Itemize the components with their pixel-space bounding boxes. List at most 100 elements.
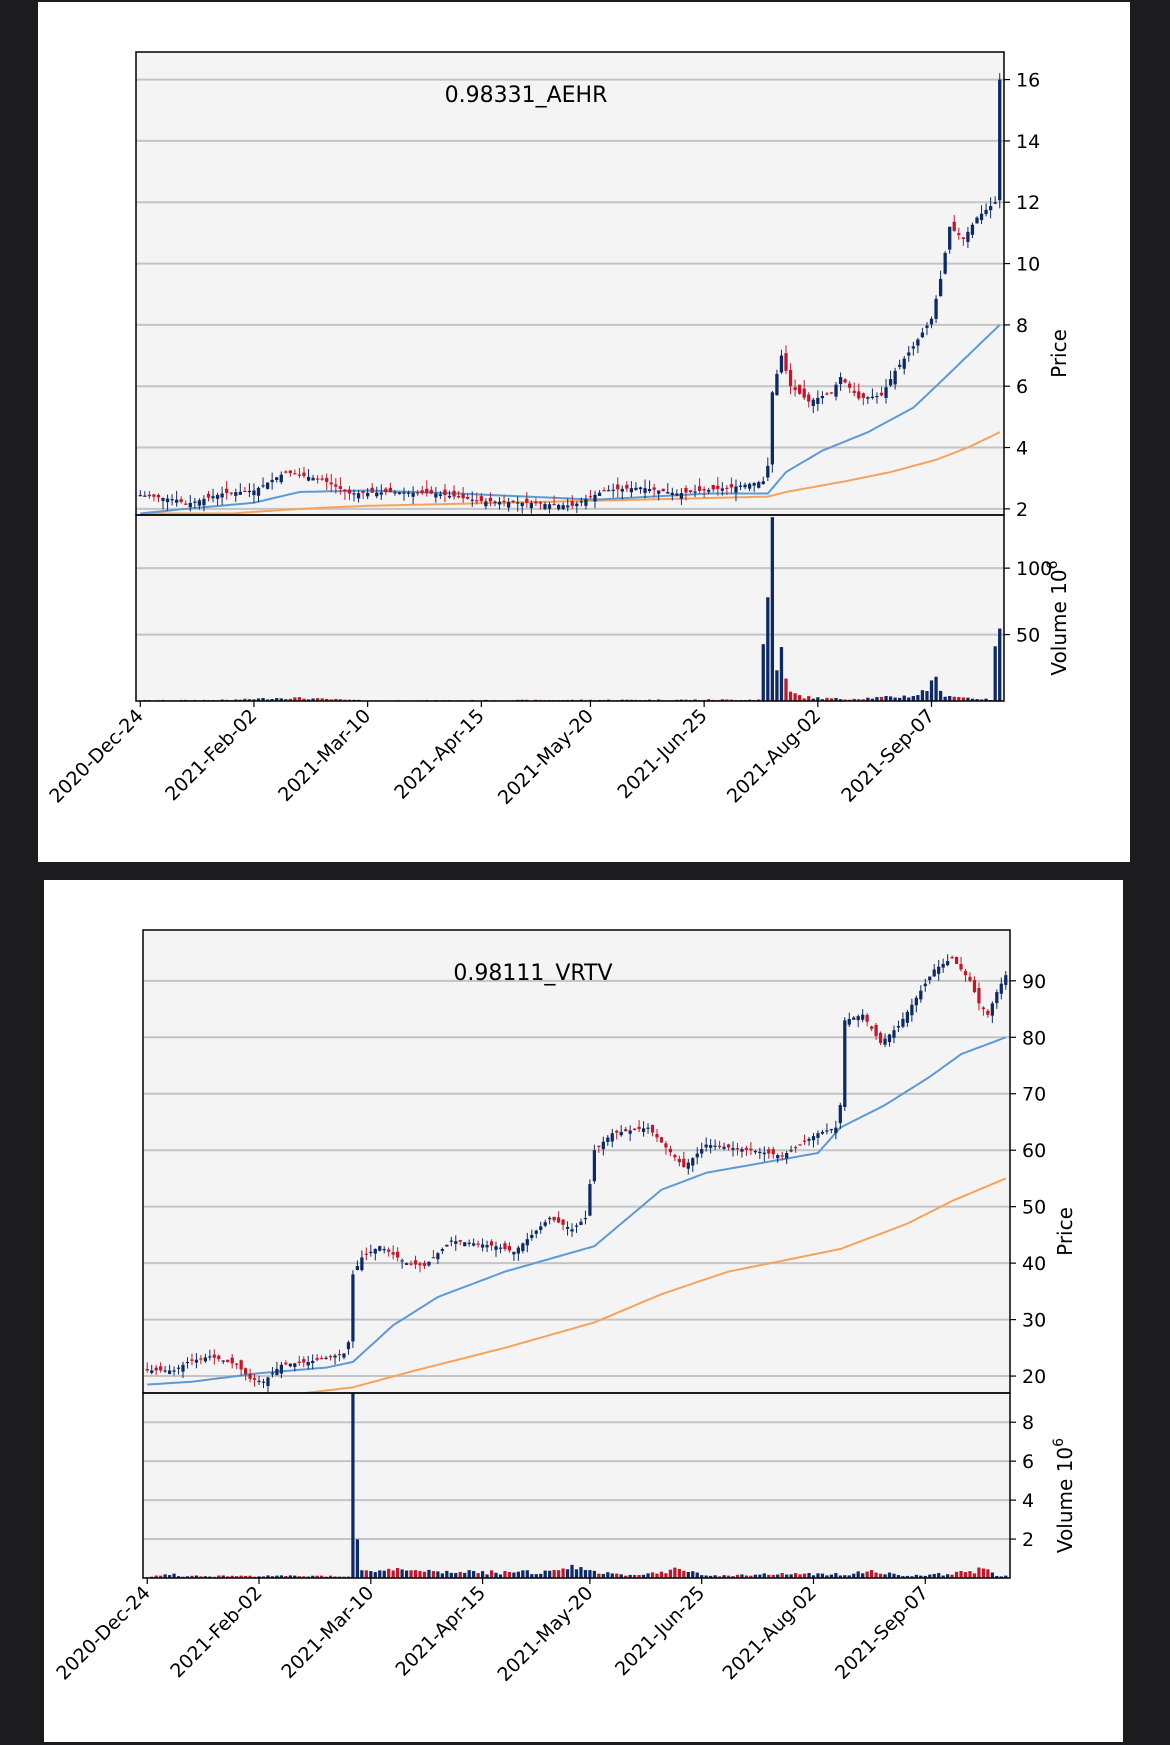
candle-body [695,1153,699,1158]
candle-body [556,504,561,510]
candle-body [215,494,220,499]
candle-body [425,488,429,494]
candle-body [185,1361,190,1364]
candle-body [624,1129,628,1132]
candle-body [993,202,997,204]
volume-tick-label: 8 [1022,1412,1034,1434]
volume-bar [902,695,906,701]
candle-body [606,1137,610,1142]
candle-body [597,492,602,496]
candle-body [561,1219,565,1225]
x-tick-label: 2021-Jun-25 [611,1582,709,1680]
candle-body [625,484,629,489]
candle-body [270,479,274,483]
candle-body [829,392,834,394]
candle-body [161,497,165,501]
volume-bar [387,1568,391,1578]
candle-body [170,499,174,501]
volume-bar [378,1570,382,1578]
candle-body [911,346,915,349]
volume-bar [802,698,806,701]
candle-body [494,1246,498,1250]
candle-body [693,491,697,493]
candle-body [775,373,779,396]
volume-bar [934,676,938,701]
x-tick-label: 2021-Sep-07 [831,1582,933,1684]
candle-body [579,1221,583,1225]
candle-body [422,1263,427,1266]
volume-tick-label: 2 [1022,1529,1034,1551]
candle-body [887,1034,892,1043]
volume-bar [771,1574,775,1578]
candle-body [351,1274,355,1342]
volume-bar [445,1570,449,1578]
volume-bar [990,1572,994,1578]
candle-body [607,490,611,492]
volume-bar [400,1569,404,1578]
candle-body [393,492,397,494]
volume-bar [920,690,925,701]
volume-bar [874,1572,878,1578]
candle-body [686,1162,690,1169]
volume-bar [749,1575,753,1578]
candle-body [225,488,229,494]
candle-body [716,485,720,489]
volume-bar [199,1576,203,1578]
candle-body [226,1359,230,1362]
price-panel-bg [143,930,1010,1393]
candle-body [409,1263,413,1265]
candle-body [156,494,161,498]
volume-bar [820,699,825,701]
candle-body [943,252,947,274]
candle-body [382,1249,386,1251]
candle-body [311,477,315,481]
candle-body [147,494,152,497]
volume-bar [892,1573,896,1578]
volume-bar [923,1575,927,1578]
candle-body [647,488,652,492]
volume-bar [793,1573,798,1578]
volume-bar [507,1572,512,1578]
candle-body [811,399,815,407]
candle-body [646,1127,650,1129]
volume-bar [190,1575,194,1578]
volume-bar [217,1575,221,1578]
candle-body [534,1230,538,1234]
candle-body [650,1124,655,1133]
volume-bar [248,1575,252,1578]
volume-bar [364,1570,368,1578]
volume-bar [682,1570,686,1578]
candle-body [193,501,197,503]
volume-bar [239,1575,243,1578]
volume-bar [820,1573,825,1578]
candle-body [512,1251,516,1255]
candle-body [570,1229,574,1232]
candle-body [552,503,556,506]
candle-body [638,487,643,490]
volume-bar [226,1576,230,1578]
volume-bar [950,1574,954,1578]
x-tick-label: 2021-Mar-10 [277,1582,378,1683]
volume-bar [807,696,811,701]
candle-body [413,1260,418,1265]
candle-body [235,1363,239,1365]
candle-body [843,1020,847,1108]
candle-body [990,1003,994,1016]
candle-body [838,1105,842,1124]
volume-bar [875,697,879,701]
candle-body [583,1217,588,1220]
candle-body [279,1364,283,1374]
candle-body [472,1243,476,1246]
candle-body [143,495,147,497]
volume-bar [785,1574,789,1578]
candle-body [729,484,734,488]
candle-body [901,1018,905,1027]
candle-body [360,1257,364,1271]
volume-bar [351,1393,355,1578]
candle-body [199,1358,203,1360]
candle-body [972,980,977,993]
candle-body [384,488,388,493]
sma-slow-line [296,1177,1007,1393]
x-tick-label: 2020-Dec-24 [45,705,148,808]
candle-body [934,298,938,319]
